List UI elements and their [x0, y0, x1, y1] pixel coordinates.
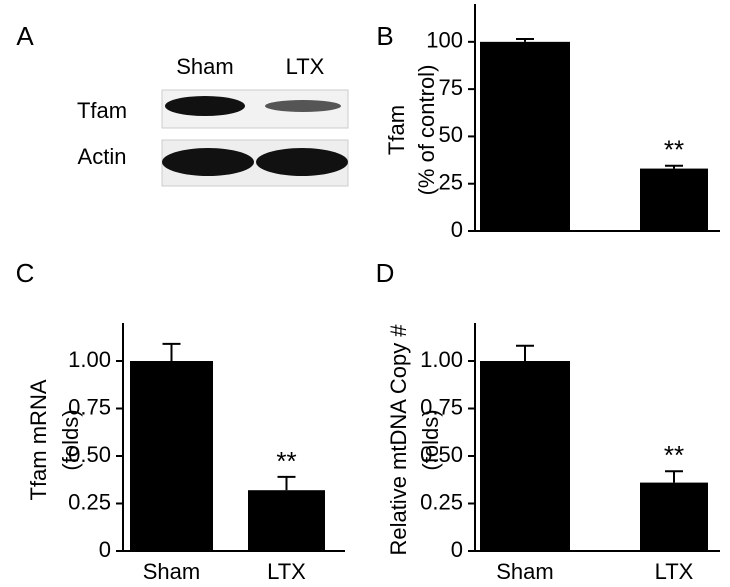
row-label: Actin — [78, 144, 127, 169]
y-tick-label: 0 — [451, 217, 463, 242]
bar — [130, 361, 213, 551]
x-tick-label: Sham — [143, 559, 200, 584]
y-tick-label: 100 — [426, 28, 463, 53]
annotation: ** — [664, 440, 684, 470]
bar — [248, 490, 325, 551]
y-tick-label: 0.50 — [68, 442, 111, 467]
bar — [480, 41, 570, 232]
row-label: Tfam — [77, 98, 127, 123]
blot-image — [161, 89, 349, 187]
x-tick-label: Sham — [496, 559, 553, 584]
y-tick-label: 0.25 — [420, 489, 463, 514]
x-tick-label: LTX — [267, 559, 306, 584]
y-tick-label: 0.50 — [420, 442, 463, 467]
panel-label: B — [376, 21, 393, 51]
y-tick-label: 50 — [439, 122, 463, 147]
y-tick-label: 25 — [439, 170, 463, 195]
y-axis-label: Tfam mRNA — [26, 379, 51, 500]
lane-label: Sham — [176, 54, 233, 79]
lane-label: LTX — [286, 54, 325, 79]
panel-label: A — [16, 21, 34, 51]
y-tick-label: 0 — [99, 537, 111, 562]
y-tick-label: 0.75 — [68, 394, 111, 419]
annotation: ** — [276, 446, 296, 476]
y-tick-label: 1.00 — [68, 347, 111, 372]
y-axis-label: Tfam — [384, 105, 409, 155]
bar — [480, 361, 570, 551]
y-tick-label: 1.00 — [420, 347, 463, 372]
y-axis-label: (folds) — [58, 409, 83, 470]
bar — [640, 482, 708, 551]
y-tick-label: 0.25 — [68, 489, 111, 514]
y-axis-label: (% of control) — [414, 65, 439, 196]
y-axis-label: (folds) — [418, 409, 443, 470]
y-tick-label: 75 — [439, 75, 463, 100]
panel-label: C — [16, 258, 35, 288]
y-tick-label: 0.75 — [420, 394, 463, 419]
bar — [640, 168, 708, 231]
panel-label: D — [376, 258, 395, 288]
y-axis-label: Relative mtDNA Copy # — [386, 324, 411, 556]
annotation: ** — [664, 135, 684, 165]
x-tick-label: LTX — [655, 559, 694, 584]
y-tick-label: 0 — [451, 537, 463, 562]
